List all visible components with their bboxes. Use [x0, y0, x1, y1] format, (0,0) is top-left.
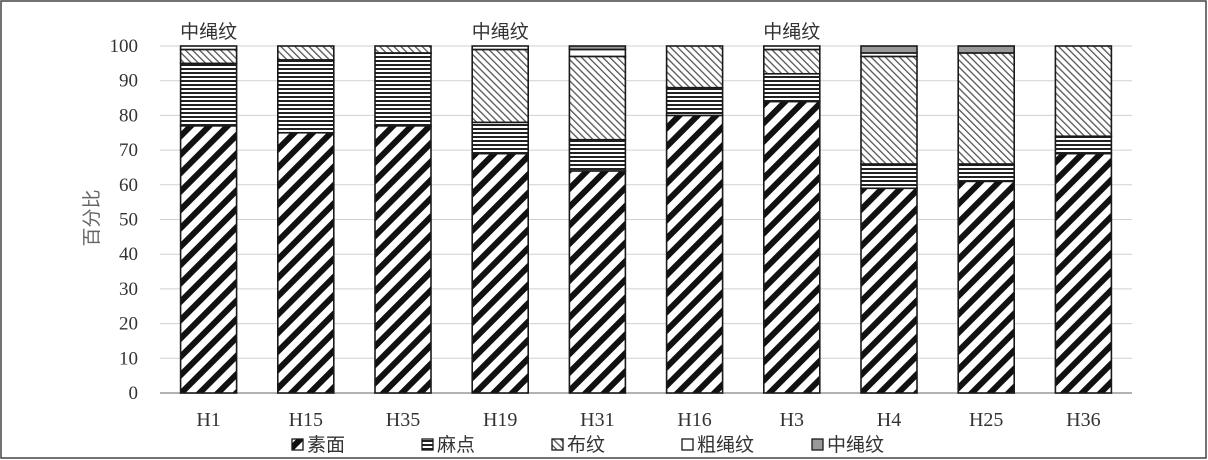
bar-H19-series-0 — [471, 152, 530, 394]
legend-swatch-2 — [551, 438, 564, 451]
bar-H19-series-1 — [471, 121, 530, 155]
legend: 素面 麻点 布纹 粗绳纹 中绳纹 — [291, 434, 884, 456]
y-tick-label: 70 — [119, 140, 138, 161]
bar-H15-series-1 — [276, 59, 335, 134]
bar-H19-series-2 — [471, 48, 530, 124]
bar-H31-series-3 — [568, 48, 627, 58]
y-tick-label: 40 — [119, 244, 138, 265]
bar-H3-series-0 — [762, 100, 821, 394]
bar-H25-series-1 — [957, 163, 1016, 183]
bar-H1-series-1 — [179, 62, 238, 127]
bar-H16-series-1 — [665, 86, 724, 117]
x-category-label: H1 — [196, 409, 220, 431]
bar-H3-series-2 — [762, 48, 821, 75]
legend-swatch-1 — [421, 438, 434, 451]
bar-H4-series-2 — [860, 55, 918, 165]
legend-label-1: 麻点 — [437, 434, 475, 456]
bar-H15-series-0 — [276, 131, 335, 394]
x-category-label: H19 — [483, 409, 517, 431]
x-category-label: H25 — [969, 409, 1003, 431]
bar-H4-series-4 — [860, 45, 918, 54]
y-axis-label: 百分比 — [81, 189, 103, 246]
annotation-label: 中绳纹 — [180, 21, 237, 43]
bar-H25-series-0 — [957, 180, 1016, 394]
bar-H1-series-3 — [179, 45, 238, 51]
y-tick-label: 10 — [119, 348, 138, 369]
y-tick-label: 30 — [119, 279, 138, 300]
bar-H16-series-0 — [665, 114, 724, 394]
y-tick-label: 0 — [129, 383, 139, 404]
bar-H1-series-2 — [179, 48, 238, 65]
x-category-label: H4 — [877, 409, 901, 431]
bar-H25-series-4 — [957, 45, 1016, 54]
y-tick-label: 20 — [119, 314, 138, 335]
x-category-label: H3 — [780, 409, 804, 431]
bar-H16-series-2 — [665, 45, 724, 89]
bar-H15-series-2 — [276, 45, 335, 61]
legend-label-0: 素面 — [307, 434, 345, 456]
legend-swatch-4 — [811, 438, 824, 451]
bar-group — [179, 45, 1113, 394]
y-axis-ticks: 0 10 20 30 40 50 60 70 80 90 100 — [110, 36, 139, 404]
legend-label-4: 中绳纹 — [827, 434, 884, 456]
bar-H4-series-0 — [860, 187, 918, 394]
y-tick-label: 100 — [110, 36, 139, 57]
bar-H31-series-1 — [568, 138, 627, 172]
bar-H36-series-1 — [1054, 135, 1113, 155]
x-axis-categories: H1 H15 H35 H19 H31 H16 H3 H4 H25 H36 — [196, 409, 1100, 431]
annotation-label: 中绳纹 — [763, 21, 820, 43]
bar-H31-series-4 — [568, 45, 627, 51]
x-category-label: H35 — [386, 409, 420, 431]
bar-H35-series-0 — [374, 125, 432, 394]
legend-label-2: 布纹 — [567, 434, 605, 456]
y-tick-label: 50 — [119, 210, 138, 231]
legend-label-3: 粗绳纹 — [697, 434, 754, 456]
y-tick-label: 90 — [119, 71, 138, 92]
y-tick-label: 60 — [119, 175, 138, 196]
bar-H3-series-3 — [762, 45, 821, 51]
bar-H4-series-1 — [860, 163, 918, 190]
bar-H19-series-3 — [471, 45, 530, 51]
bar-H35-series-1 — [374, 52, 432, 127]
bar-H25-series-2 — [957, 52, 1016, 165]
bar-H36-series-0 — [1054, 152, 1113, 394]
legend-swatch-3 — [681, 438, 694, 451]
bar-H31-series-0 — [568, 170, 627, 394]
bar-H36-series-2 — [1054, 45, 1113, 138]
annotation-label: 中绳纹 — [472, 21, 529, 43]
x-category-label: H16 — [677, 409, 711, 431]
y-tick-label: 80 — [119, 105, 138, 126]
bar-H3-series-1 — [762, 72, 821, 103]
bar-H35-series-2 — [374, 45, 432, 54]
annotations: 中绳纹 中绳纹 中绳纹 — [180, 21, 820, 43]
x-category-label: H31 — [580, 409, 614, 431]
x-category-label: H15 — [289, 409, 323, 431]
bar-H1-series-0 — [179, 125, 238, 394]
bar-H31-series-2 — [568, 55, 627, 141]
legend-swatch-0 — [291, 438, 304, 451]
x-category-label: H36 — [1066, 409, 1100, 431]
